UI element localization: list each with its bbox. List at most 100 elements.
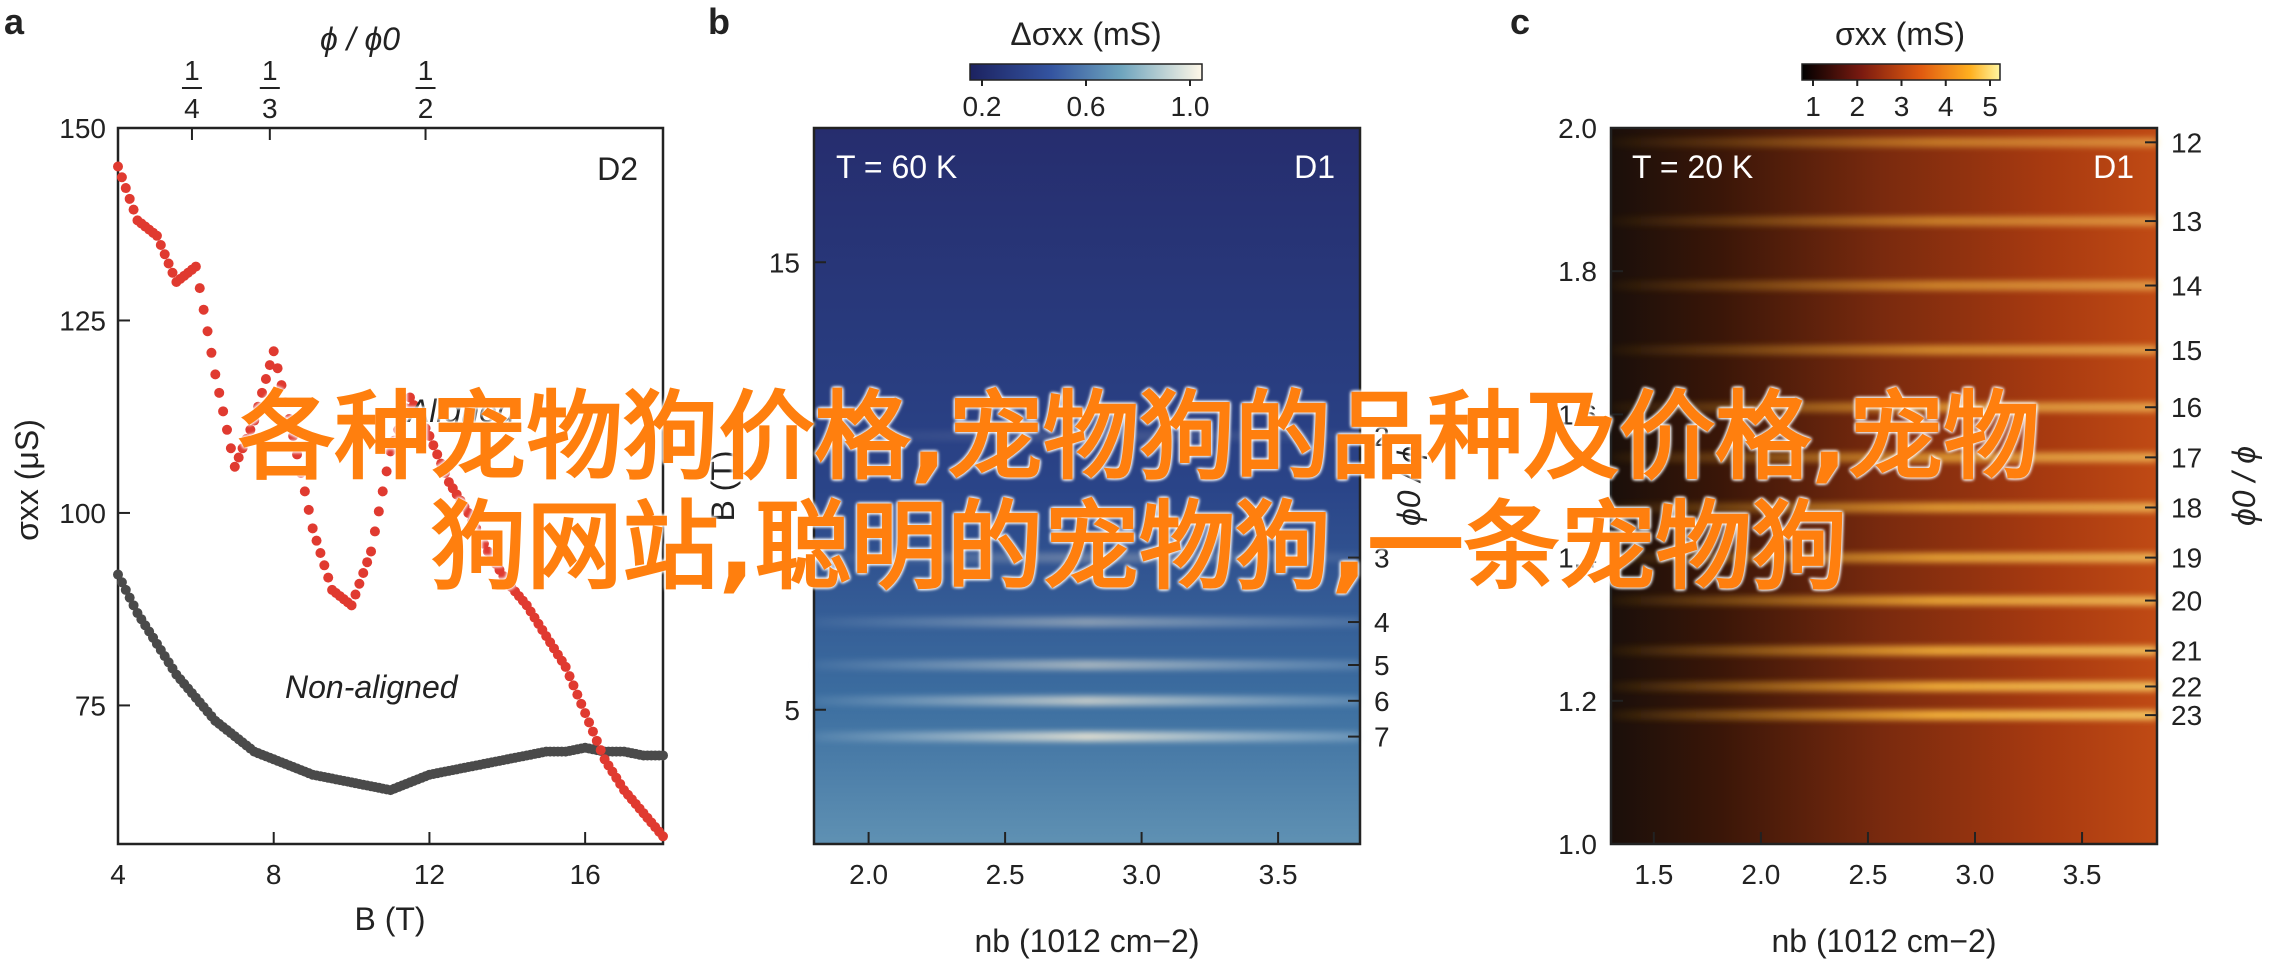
top-tick-numerator: 1 (184, 55, 200, 86)
band (1611, 137, 2157, 148)
band (1611, 710, 2157, 721)
aligned-point (245, 424, 256, 435)
aligned-point (389, 435, 400, 446)
right-tick-label: 2 (1374, 421, 1390, 452)
top-tick-denominator: 2 (418, 93, 434, 124)
x-tick-label: 3.5 (2063, 859, 2102, 890)
aligned-point (307, 523, 318, 534)
aligned-point (350, 589, 361, 600)
colorbar-tick-label: 0.6 (1067, 91, 1106, 122)
panel-b-y-ticks: 5 15 (769, 247, 826, 726)
band (814, 695, 1360, 706)
band (814, 731, 1360, 742)
aligned-point (576, 698, 587, 709)
aligned-point (167, 267, 178, 278)
top-tick-numerator: 1 (418, 55, 434, 86)
panel-a-x-ticks: 4 8 12 16 (110, 832, 601, 890)
right-tick-label: 5 (1374, 650, 1390, 681)
aligned-point (249, 415, 260, 426)
panel-b-frame (812, 126, 1362, 846)
aligned-point (393, 424, 404, 435)
panel-a-x-axis-label: B (T) (354, 901, 425, 937)
panel-b-right-ticks: 2 3 4 5 6 7 (1348, 421, 1390, 753)
panel-b-x-ticks: 2.0 2.5 3.0 3.5 (849, 832, 1298, 890)
aligned-point (225, 443, 236, 454)
aligned-point (214, 387, 225, 398)
panel-c-right-axis-label: ϕ0 / ϕ (2226, 446, 2262, 526)
aligned-point (210, 369, 221, 380)
non-aligned-point (116, 577, 127, 588)
aligned-point (354, 578, 365, 589)
right-tick-label: 15 (2171, 335, 2202, 366)
right-tick-label: 6 (1374, 686, 1390, 717)
aligned-point (241, 434, 252, 445)
aligned-point (587, 726, 598, 737)
legend-non-aligned: Non-aligned (285, 669, 459, 705)
aligned-point (478, 538, 489, 549)
colorbar-tick-label: 1 (1805, 91, 1821, 122)
panel-b: b 2.0 2.5 3.0 3.5 5 15 2 3 4 5 6 7 T = 60 K D1 0.… (705, 1, 1427, 959)
aligned-point (404, 392, 415, 403)
aligned-point (229, 461, 240, 472)
aligned-point (218, 406, 229, 417)
overlay-title-line-1: 各种宠物狗价格,宠物狗的品种及价格,宠物 (238, 381, 2040, 493)
aligned-point (346, 600, 357, 611)
band (814, 430, 1360, 441)
band (1611, 552, 2157, 563)
y-tick-label: 150 (59, 113, 106, 144)
right-tick-label: 4 (1374, 607, 1390, 638)
aligned-point (467, 515, 478, 526)
aligned-point (264, 360, 275, 371)
aligned-point (260, 373, 271, 384)
aligned-point (272, 363, 283, 374)
aligned-point (124, 193, 135, 204)
aligned-point (190, 261, 201, 272)
panel-c-temperature: T = 20 K (1632, 149, 1753, 185)
x-tick-label: 2.0 (1741, 859, 1780, 890)
panel-c-x-ticks: 1.5 2.0 2.5 3.0 3.5 (1634, 832, 2102, 890)
panel-b-colorbar (969, 63, 1203, 81)
aligned-point (155, 240, 166, 251)
panel-c-x-axis-label: nb (1012 cm−2) (1771, 923, 1996, 959)
aligned-point (591, 735, 602, 746)
panel-b-colorbar-label: Δσxx (mS) (1010, 16, 1161, 52)
aligned-point (658, 831, 668, 842)
aligned-point (412, 407, 423, 418)
aligned-point (288, 430, 299, 441)
band (1611, 402, 2157, 413)
band (1611, 645, 2157, 656)
aligned-point (408, 400, 419, 411)
right-tick-label: 14 (2171, 271, 2202, 302)
y-tick-label: 1.4 (1558, 543, 1597, 574)
aligned-point (385, 446, 396, 457)
aligned-point (471, 523, 482, 534)
aligned-point (292, 449, 303, 460)
aligned-point (295, 467, 306, 478)
right-tick-label: 12 (2171, 127, 2202, 158)
panel-c-heatmap (1611, 128, 2157, 844)
panel-a-device-label: D2 (597, 151, 638, 187)
legend-aligned: Aligned (406, 393, 516, 429)
panel-b-x-axis-label: nb (1012 cm−2) (974, 923, 1199, 959)
aligned-point (163, 258, 174, 269)
band (1611, 216, 2157, 227)
non-aligned-point (658, 750, 668, 761)
panel-c-letter: c (1510, 1, 1530, 42)
right-tick-label: 19 (2171, 543, 2202, 574)
aligned-point (198, 304, 209, 315)
band (1611, 280, 2157, 291)
band (1611, 595, 2157, 606)
top-tick-denominator: 3 (262, 93, 278, 124)
right-tick-label: 22 (2171, 671, 2202, 702)
aligned-point (202, 326, 213, 337)
panel-b-y-axis-label: B (T) (705, 450, 741, 521)
aligned-point (428, 440, 439, 451)
aligned-point (159, 249, 170, 260)
right-tick-label: 13 (2171, 206, 2202, 237)
colorbar-tick-label: 1.0 (1171, 91, 1210, 122)
aligned-point (424, 430, 435, 441)
x-tick-label: 3.5 (1259, 859, 1298, 890)
top-tick-numerator: 1 (262, 55, 278, 86)
aligned-point (463, 507, 474, 518)
band (814, 552, 1360, 563)
